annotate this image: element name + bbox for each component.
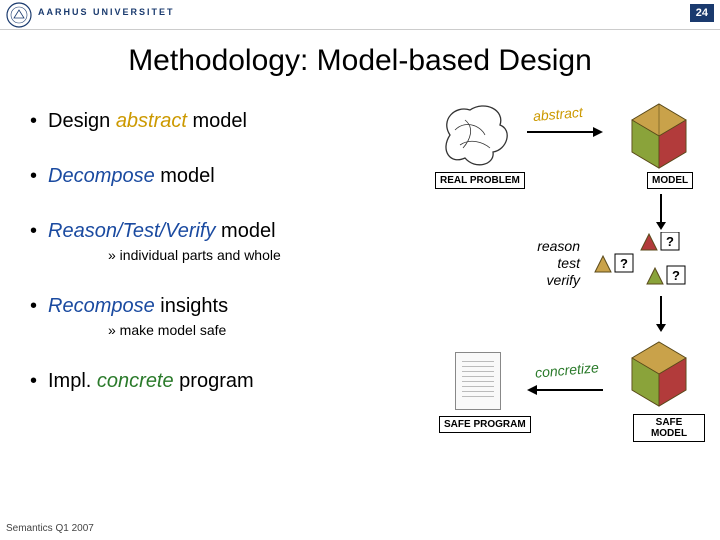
page-number: 24 (690, 4, 714, 22)
concretize-transition-label: concretize (534, 359, 599, 381)
bullet-item: Decompose model (30, 165, 410, 188)
bullet-item: Design abstract model (30, 110, 410, 133)
safe-model-polyhedron-icon (620, 338, 698, 410)
svg-text:?: ? (620, 256, 628, 271)
bullet-item: Impl. concrete program (30, 370, 410, 393)
bullet-sub: » individual parts and whole (108, 247, 410, 263)
bullet-item: Recompose insights» make model safe (30, 295, 410, 338)
bullet-list: Design abstract model Decompose model Reas… (30, 110, 410, 425)
university-name: AARHUS UNIVERSITET (38, 7, 175, 17)
footer-text: Semantics Q1 2007 (6, 523, 94, 534)
verify-label: verify (510, 272, 580, 289)
bullet-item: Reason/Test/Verify model» individual par… (30, 220, 410, 263)
abstract-arrow-icon (525, 122, 605, 142)
decomposed-triangles: ? ? ? (593, 232, 703, 290)
svg-text:?: ? (666, 234, 674, 249)
svg-text:?: ? (672, 268, 680, 283)
safe-model-label: SAFE MODEL (633, 414, 705, 442)
real-problem-scribble-icon (435, 100, 515, 170)
concretize-arrow-icon (525, 380, 605, 400)
bullet-sub: » make model safe (108, 322, 410, 338)
slide-title: Methodology: Model-based Design (0, 44, 720, 78)
safe-program-document-icon (455, 352, 501, 410)
model-label: MODEL (647, 172, 693, 189)
real-problem-label: REAL PROBLEM (435, 172, 525, 189)
decompose-arrow-icon (653, 192, 669, 232)
reason-test-verify-label: reason test verify (510, 238, 580, 288)
methodology-diagram: abstract REAL PROBLEM MODEL reason test … (425, 100, 705, 480)
header-bar: AARHUS UNIVERSITET 24 (0, 0, 720, 30)
test-label: test (510, 255, 580, 272)
safe-program-label: SAFE PROGRAM (439, 416, 531, 433)
university-seal-icon (6, 2, 32, 28)
reason-label: reason (510, 238, 580, 255)
recompose-arrow-icon (653, 294, 669, 334)
model-polyhedron-icon (620, 100, 698, 172)
